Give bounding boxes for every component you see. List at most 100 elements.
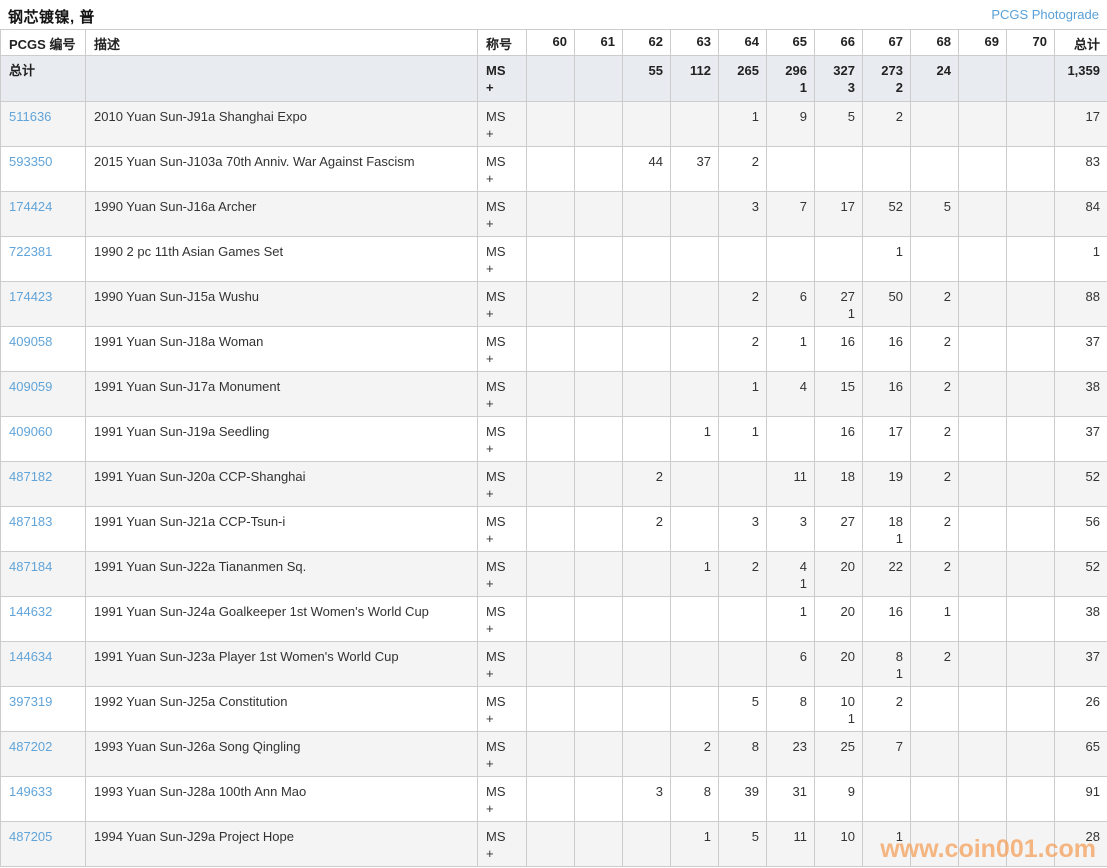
grade-cell [1006,236,1055,282]
grade-69-count [960,328,1006,334]
grade-62-count [624,733,670,739]
grade-cell: 8 [718,731,767,777]
grade-cell [526,731,575,777]
pcgs-number-link[interactable]: 722381 [9,244,53,259]
description-cell: 1991 Yuan Sun-J19a Seedling [85,416,478,462]
grade-cell [958,641,1007,687]
grade-cell: 9 [814,776,863,822]
pcgs-number: 174423 [2,283,85,306]
grade-66-count: 27 [840,514,855,529]
grade-68-count: 5 [943,199,951,214]
grade-cell [958,596,1007,642]
pcgs-number-link[interactable]: 593350 [9,154,53,169]
grade-61-count [576,238,622,244]
grade-69-count [960,103,1006,109]
grade-65-count: 31 [792,784,807,799]
grade-67-count: 52 [888,199,903,214]
grade-cell [526,821,575,867]
grade-68-count [912,148,958,154]
pcgs-number-link[interactable]: 487184 [9,559,53,574]
row-total-cell: 83 [1054,146,1107,192]
pcgs-photograde-link[interactable]: PCGS Photograde [991,7,1099,22]
grade-69-count [960,553,1006,559]
grade-62-count: 3 [655,784,663,799]
pcgs-number-link[interactable]: 144632 [9,604,53,619]
grade-64-count: 3 [751,514,759,529]
pcgs-number-link[interactable]: 149633 [9,784,53,799]
grade-69-count [960,238,1006,244]
pcgs-number: 487184 [2,553,85,576]
table-row: 487184 1991 Yuan Sun-J22a Tiananmen Sq. MS… [0,551,1107,597]
grade-62-count: 44 [648,154,663,169]
pcgs-number-link[interactable]: 409059 [9,379,53,394]
page-title: 钢芯镀镍, 普 [8,9,95,26]
grade-cell [574,326,623,372]
grade-cell [958,821,1007,867]
designation: MS + [486,784,506,816]
totals-grade-cell: 296 1 [766,55,815,102]
grade-60-count [528,238,574,244]
grade-cell [1006,191,1055,237]
row-total: 52 [1085,469,1100,484]
grade-66-count: 27 1 [840,289,855,321]
pcgs-number-link[interactable]: 487205 [9,829,53,844]
pcgs-number-link[interactable]: 487182 [9,469,53,484]
pcgs-number-link[interactable]: 397319 [9,694,53,709]
pcgs-number-link[interactable]: 174423 [9,289,53,304]
description-cell: 1992 Yuan Sun-J25a Constitution [85,686,478,732]
row-total: 56 [1085,514,1100,529]
pcgs-number-link[interactable]: 487202 [9,739,53,754]
grade-61-count [576,328,622,334]
totals-grade-cell [526,55,575,102]
totals-description-cell [85,55,478,102]
grade-68-count [912,778,958,784]
row-total: 65 [1085,739,1100,754]
pcgs-number-link[interactable]: 144634 [9,649,53,664]
totals-grade-67: 273 2 [881,63,903,95]
grade-61-count [576,148,622,154]
grade-61-count [576,823,622,829]
grade-61-count [576,373,622,379]
grade-61-count [576,103,622,109]
pcgs-number-link[interactable]: 409060 [9,424,53,439]
coin-description: 1991 Yuan Sun-J18a Woman [94,334,264,349]
grade-65-count: 11 [793,829,808,844]
grade-cell [1006,101,1055,147]
grade-cell: 8 [670,776,719,822]
grade-62-count [624,373,670,379]
grade-cell [958,146,1007,192]
grade-61-count [576,463,622,469]
pcgs-number: 409060 [2,418,85,441]
row-total-cell: 65 [1054,731,1107,777]
grade-64-count [720,463,766,469]
grade-cell [526,101,575,147]
grade-68-count: 1 [943,604,951,619]
grade-67-count: 7 [895,739,903,754]
coin-description: 1991 Yuan Sun-J20a CCP-Shanghai [94,469,306,484]
pcgs-number-link[interactable]: 487183 [9,514,53,529]
grade-64-count: 2 [751,289,759,304]
grade-67-count: 2 [895,694,903,709]
pcgs-number-link[interactable]: 511636 [9,109,52,124]
row-total-cell: 84 [1054,191,1107,237]
grade-cell: 17 [814,191,863,237]
row-total-cell: 56 [1054,506,1107,552]
grade-61-count [576,598,622,604]
grade-cell: 2 [718,281,767,327]
pcgs-number-link[interactable]: 174424 [9,199,53,214]
grade-cell: 1 [862,821,911,867]
grade-62-count [624,418,670,424]
col-header-grade-70: 70 [1006,29,1055,56]
pcgs-number: 487202 [2,733,85,756]
grade-66-count: 9 [847,784,855,799]
grade-66-count: 10 1 [840,694,855,726]
coin-description: 1991 Yuan Sun-J22a Tiananmen Sq. [94,559,307,574]
grade-cell [526,416,575,462]
grade-67-count: 22 [888,559,903,574]
grade-69-count [960,688,1006,694]
col-header-grade-60: 60 [526,29,575,56]
grade-70-count [1008,778,1054,784]
grade-cell [718,596,767,642]
pcgs-number-link[interactable]: 409058 [9,334,53,349]
